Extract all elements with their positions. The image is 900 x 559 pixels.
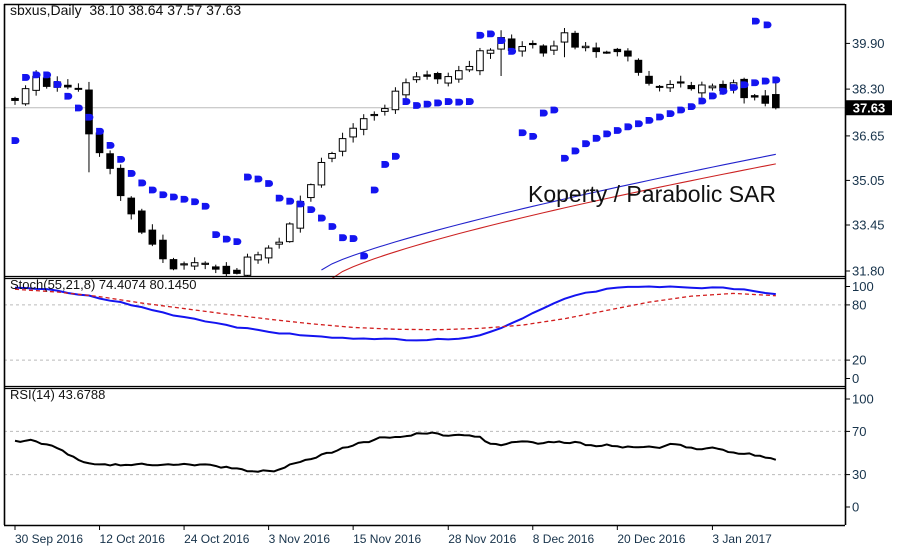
svg-text:20: 20 (852, 353, 866, 368)
svg-text:20 Dec 2016: 20 Dec 2016 (617, 532, 685, 546)
svg-text:35.05: 35.05 (852, 173, 885, 188)
svg-text:31.80: 31.80 (852, 264, 885, 279)
svg-text:3 Nov 2016: 3 Nov 2016 (269, 532, 331, 546)
svg-text:80: 80 (852, 297, 866, 312)
svg-text:70: 70 (852, 424, 866, 439)
svg-text:8 Dec 2016: 8 Dec 2016 (533, 532, 595, 546)
svg-text:3 Jan 2017: 3 Jan 2017 (712, 532, 772, 546)
svg-text:RSI(14) 43.6788: RSI(14) 43.6788 (10, 387, 105, 402)
svg-text:Koperty / Parabolic SAR: Koperty / Parabolic SAR (528, 181, 776, 207)
svg-text:30: 30 (852, 467, 866, 482)
svg-text:30 Sep 2016: 30 Sep 2016 (15, 532, 83, 546)
svg-text:39.90: 39.90 (852, 36, 885, 51)
svg-text:12 Oct 2016: 12 Oct 2016 (100, 532, 166, 546)
svg-text:37.63: 37.63 (853, 100, 886, 115)
svg-text:100: 100 (852, 392, 874, 407)
svg-text:28 Nov 2016: 28 Nov 2016 (448, 532, 516, 546)
svg-text:38.30: 38.30 (852, 82, 885, 97)
svg-text:0: 0 (852, 500, 859, 515)
svg-text:0: 0 (852, 371, 859, 386)
svg-text:Stoch(55,21,8) 74.4074 80.1450: Stoch(55,21,8) 74.4074 80.1450 (10, 277, 196, 292)
svg-text:100: 100 (852, 279, 874, 294)
svg-text:24 Oct 2016: 24 Oct 2016 (184, 532, 250, 546)
svg-text:33.45: 33.45 (852, 218, 885, 233)
svg-text:36.65: 36.65 (852, 128, 885, 143)
svg-text:15 Nov 2016: 15 Nov 2016 (353, 532, 421, 546)
